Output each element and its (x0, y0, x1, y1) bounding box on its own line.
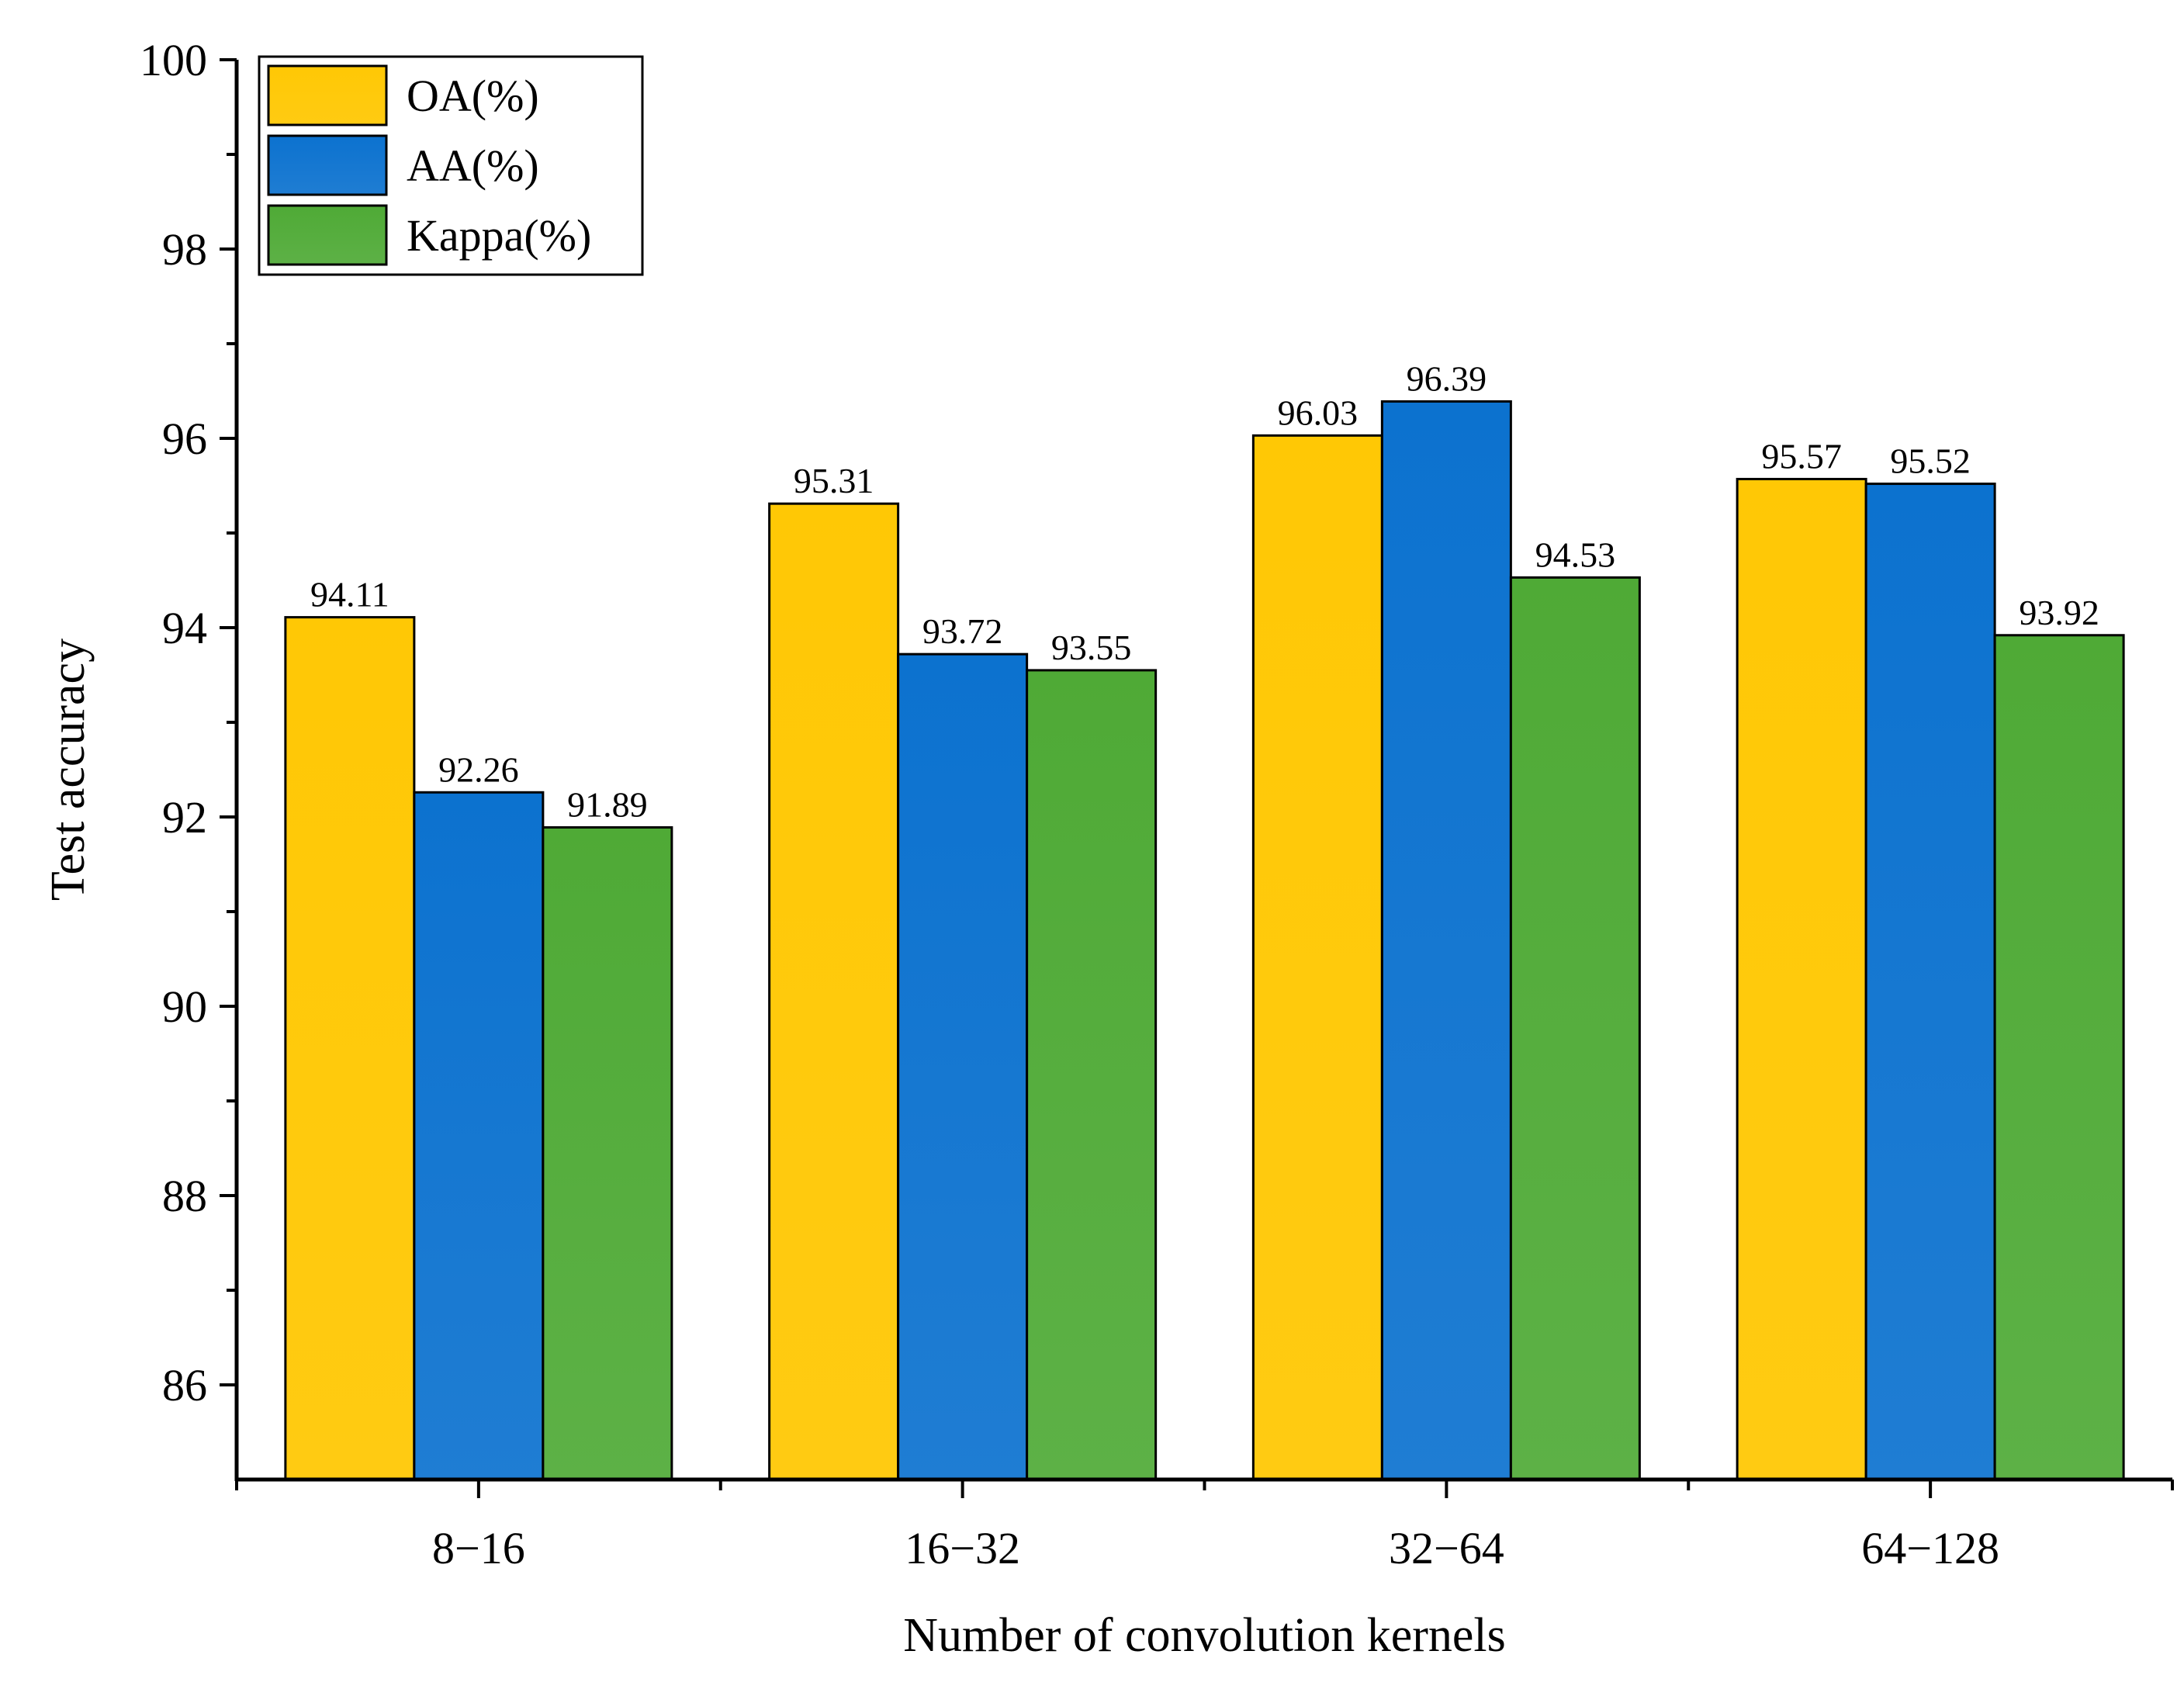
y-tick-label: 94 (162, 603, 207, 653)
bar-aa-1 (897, 652, 1029, 1481)
x-tick-label: 32−64 (1389, 1523, 1504, 1573)
y-tick-label: 98 (162, 224, 207, 275)
bar-value-label: 93.55 (1051, 628, 1132, 667)
bar-value-labels: 94.11 95.31 96.03 95.57 92.26 93.72 96.39 95.52… (310, 358, 2099, 824)
bar-value-label: 96.39 (1407, 358, 1487, 398)
bar-value-label: 91.89 (567, 784, 648, 824)
bar-kappa-2 (1509, 576, 1641, 1481)
y-tick-label: 90 (162, 981, 207, 1032)
bar-kappa-3 (1993, 634, 2125, 1481)
bar-oa-3 (1736, 477, 1867, 1481)
y-tick-label: 96 (162, 414, 207, 464)
bar-value-label: 95.31 (794, 461, 874, 500)
legend: OA(%) AA(%) Kappa(%) (258, 55, 644, 276)
bar-value-label: 95.52 (1890, 441, 1971, 481)
y-axis-title: Test accuracy (42, 639, 95, 901)
bar-oa-1 (768, 502, 900, 1481)
bar-aa-0 (413, 791, 545, 1481)
legend-label: OA(%) (407, 71, 539, 121)
y-tick-label: 92 (162, 792, 207, 843)
bar-kappa-0 (542, 825, 673, 1481)
x-tick-label: 64−128 (1861, 1523, 1999, 1573)
bar-value-label: 96.03 (1278, 393, 1359, 432)
bar-value-label: 92.26 (438, 749, 519, 789)
legend-swatch (267, 64, 388, 126)
legend-swatch (267, 204, 388, 266)
bar-kappa-1 (1026, 669, 1158, 1481)
bar-value-label: 95.57 (1761, 436, 1842, 476)
x-tick-label: 16−32 (905, 1523, 1020, 1573)
x-tick-label: 8−16 (432, 1523, 525, 1573)
x-axis-title: Number of convolution kernels (903, 1609, 1506, 1662)
y-tick-label: 100 (140, 35, 207, 85)
y-tick-label: 86 (162, 1360, 207, 1410)
axes: 86 88 90 92 94 96 98 100 8−16 16−32 32−64 64−128 (140, 35, 2174, 1573)
bar-value-label: 93.92 (2019, 593, 2099, 632)
bars-layer (284, 400, 2125, 1481)
legend-label: Kappa(%) (407, 210, 591, 261)
bar-value-label: 93.72 (922, 611, 1003, 651)
bar-aa-3 (1864, 483, 1996, 1481)
bar-value-label: 94.53 (1535, 535, 1616, 574)
bar-aa-2 (1380, 400, 1512, 1481)
y-tick-label: 88 (162, 1171, 207, 1221)
bar-oa-0 (284, 616, 416, 1481)
legend-swatch (267, 134, 388, 196)
legend-label: AA(%) (407, 140, 539, 191)
bar-value-label: 94.11 (310, 575, 389, 614)
bar-oa-2 (1251, 434, 1383, 1481)
